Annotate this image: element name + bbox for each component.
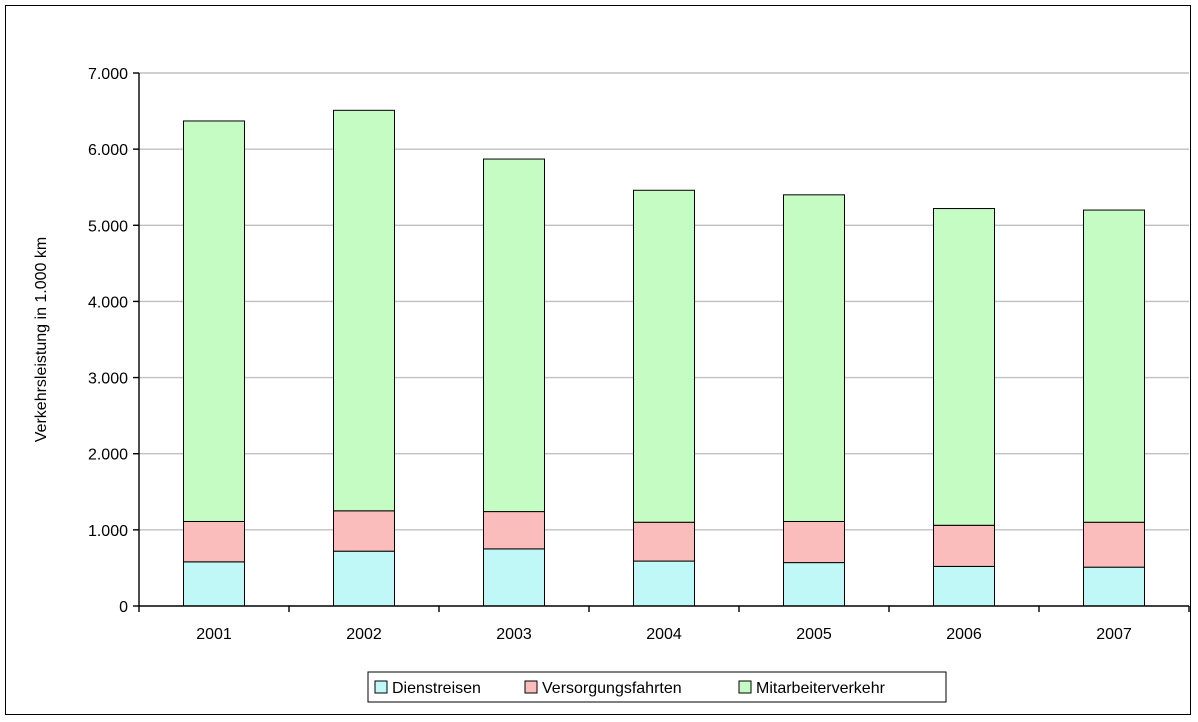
y-tick-label-6: 6.000 [88, 142, 128, 159]
x-tick-label-2006: 2006 [946, 626, 982, 643]
x-tick-label-2003: 2003 [496, 626, 532, 643]
bars [183, 109, 1145, 607]
y-tick-label-3: 3.000 [88, 371, 128, 388]
y-tick-label-2: 2.000 [88, 447, 128, 464]
bar-2002-dienstreisen [333, 550, 395, 607]
legend-label-dienstreisen: Dienstreisen [392, 680, 481, 697]
bar-2002-mitarbeiterverkehr [333, 109, 395, 512]
x-tick-label-2007: 2007 [1096, 626, 1132, 643]
bar-2007-dienstreisen [1083, 566, 1145, 607]
legend-swatch-dienstreisen [374, 680, 388, 694]
legend-box [367, 671, 947, 703]
legend-swatch-mitarbeiterverkehr [738, 680, 752, 694]
legend: Dienstreisen Versorgungsfahrten Mitarbeite… [367, 671, 947, 703]
bar-2006-versorgungsfahrten [933, 524, 995, 567]
bar-2006-mitarbeiterverkehr [933, 208, 995, 526]
y-axis-title: Verkehrsleistung in 1.000 km [33, 237, 50, 442]
legend-swatch-versorgungsfahrten [524, 680, 538, 694]
bar-2001-mitarbeiterverkehr [183, 120, 245, 522]
bar-2002-versorgungsfahrten [333, 510, 395, 552]
bar-2003-versorgungsfahrten [483, 511, 545, 550]
bar-2004-dienstreisen [633, 560, 695, 607]
bar-2006-dienstreisen [933, 565, 995, 607]
x-tick-label-2001: 2001 [196, 626, 232, 643]
axes [133, 72, 1190, 612]
bar-2005-versorgungsfahrten [783, 520, 845, 564]
bar-2007-mitarbeiterverkehr [1083, 209, 1145, 523]
x-tick-label-2002: 2002 [346, 626, 382, 643]
y-tick-label-0: 0 [119, 599, 128, 616]
bar-2004-mitarbeiterverkehr [633, 189, 695, 523]
y-tick-labels: 0 1.000 2.000 3.000 4.000 5.000 6.000 7.000 [88, 66, 128, 616]
bar-2005-dienstreisen [783, 562, 845, 607]
bar-2001-dienstreisen [183, 561, 245, 607]
bar-2007-versorgungsfahrten [1083, 521, 1145, 568]
bar-2003-dienstreisen [483, 548, 545, 607]
x-tick-label-2004: 2004 [646, 626, 682, 643]
x-tick-labels: 2001 2002 2003 2004 2005 2006 2007 [196, 626, 1132, 643]
y-tick-label-5: 5.000 [88, 218, 128, 235]
x-tick-label-2005: 2005 [796, 626, 832, 643]
legend-label-versorgungsfahrten: Versorgungsfahrten [542, 680, 682, 697]
bar-2003-mitarbeiterverkehr [483, 158, 545, 513]
bar-2004-versorgungsfahrten [633, 521, 695, 562]
y-tick-label-7: 7.000 [88, 66, 128, 83]
y-tick-label-1: 1.000 [88, 523, 128, 540]
legend-label-mitarbeiterverkehr: Mitarbeiterverkehr [756, 680, 886, 697]
bar-2001-versorgungsfahrten [183, 520, 245, 563]
y-tick-label-4: 4.000 [88, 294, 128, 311]
bar-2005-mitarbeiterverkehr [783, 194, 845, 522]
